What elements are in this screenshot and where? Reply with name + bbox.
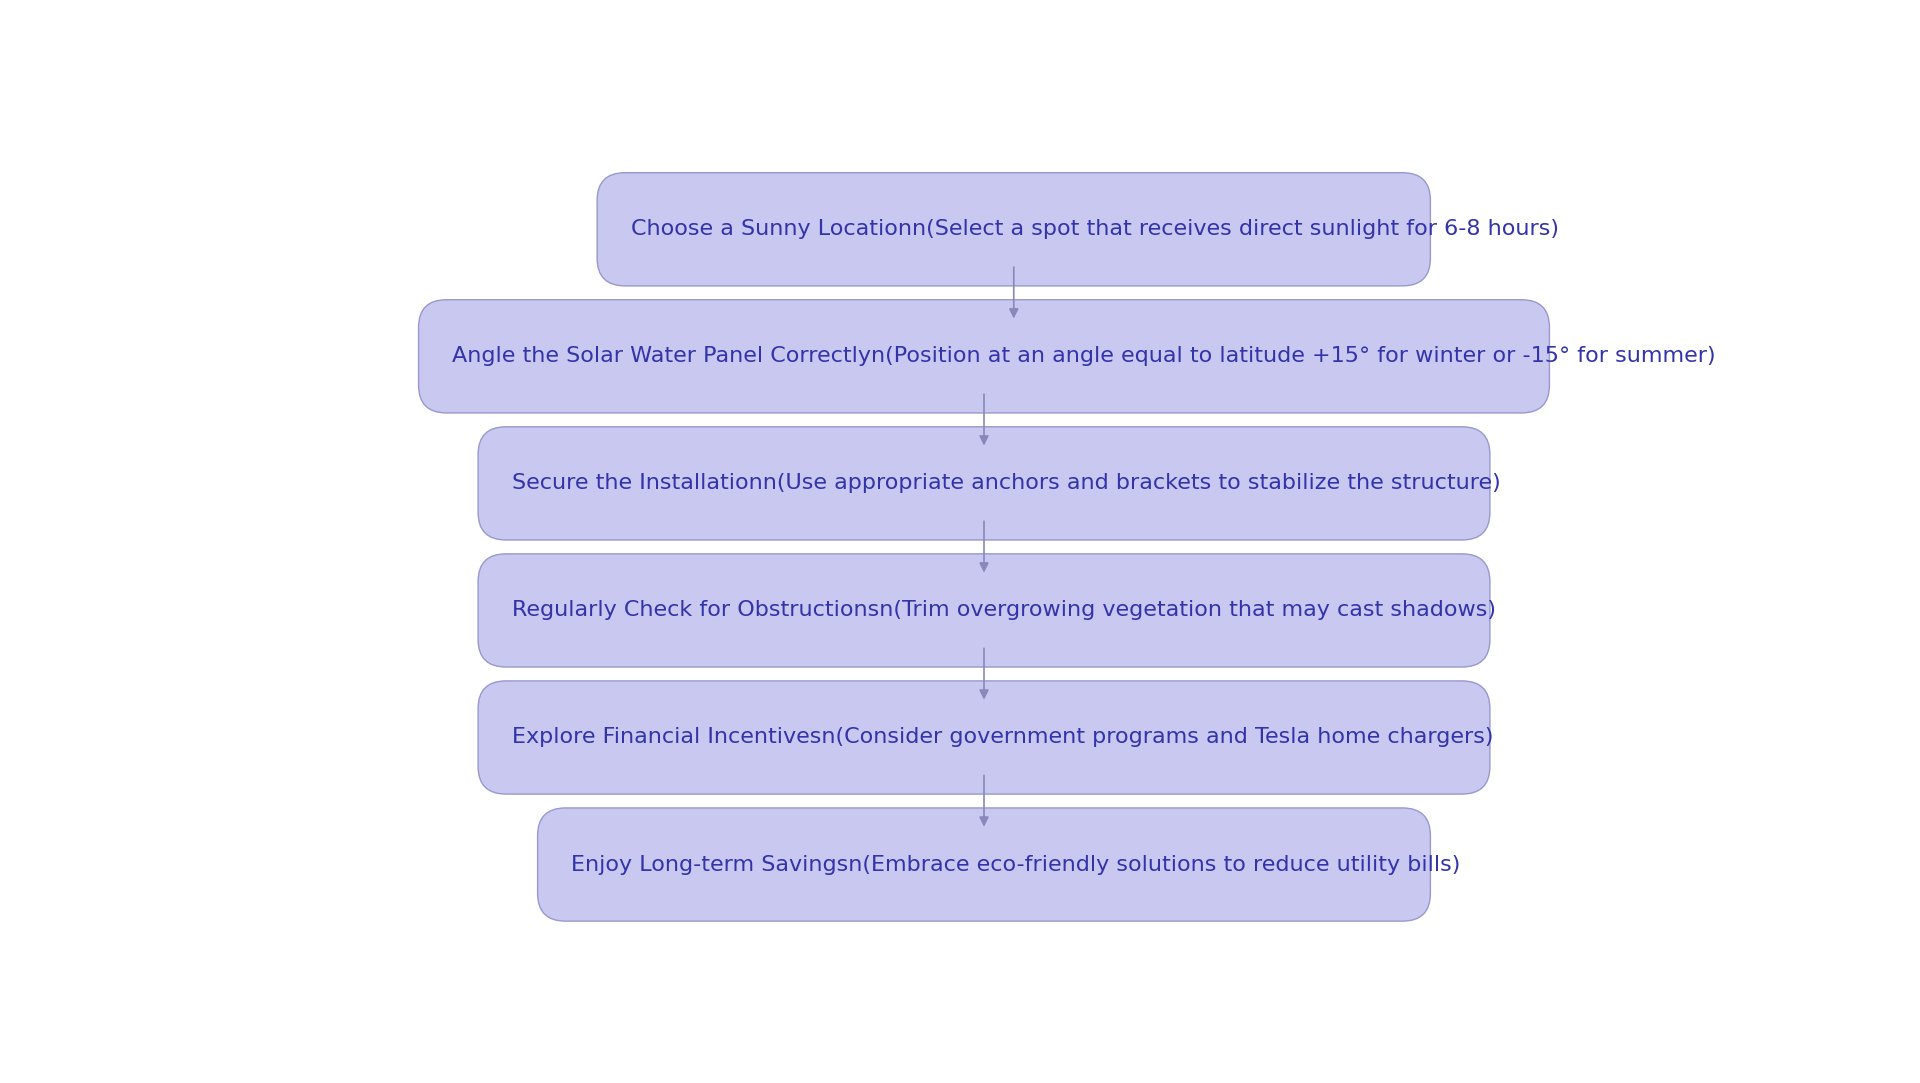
Text: Angle the Solar Water Panel Correctlyn(Position at an angle equal to latitude +1: Angle the Solar Water Panel Correctlyn(P… (451, 347, 1716, 366)
Text: Regularly Check for Obstructionsn(Trim overgrowing vegetation that may cast shad: Regularly Check for Obstructionsn(Trim o… (511, 600, 1496, 621)
FancyBboxPatch shape (538, 808, 1430, 922)
FancyBboxPatch shape (419, 300, 1549, 413)
Text: Enjoy Long-term Savingsn(Embrace eco-friendly solutions to reduce utility bills): Enjoy Long-term Savingsn(Embrace eco-fri… (570, 854, 1461, 875)
FancyBboxPatch shape (478, 681, 1490, 794)
Text: Choose a Sunny Locationn(Select a spot that receives direct sunlight for 6-8 hou: Choose a Sunny Locationn(Select a spot t… (630, 219, 1559, 239)
FancyBboxPatch shape (597, 172, 1430, 286)
Text: Explore Financial Incentivesn(Consider government programs and Tesla home charge: Explore Financial Incentivesn(Consider g… (511, 728, 1494, 747)
Text: Secure the Installationn(Use appropriate anchors and brackets to stabilize the s: Secure the Installationn(Use appropriate… (511, 473, 1500, 494)
FancyBboxPatch shape (478, 427, 1490, 540)
FancyBboxPatch shape (478, 553, 1490, 667)
